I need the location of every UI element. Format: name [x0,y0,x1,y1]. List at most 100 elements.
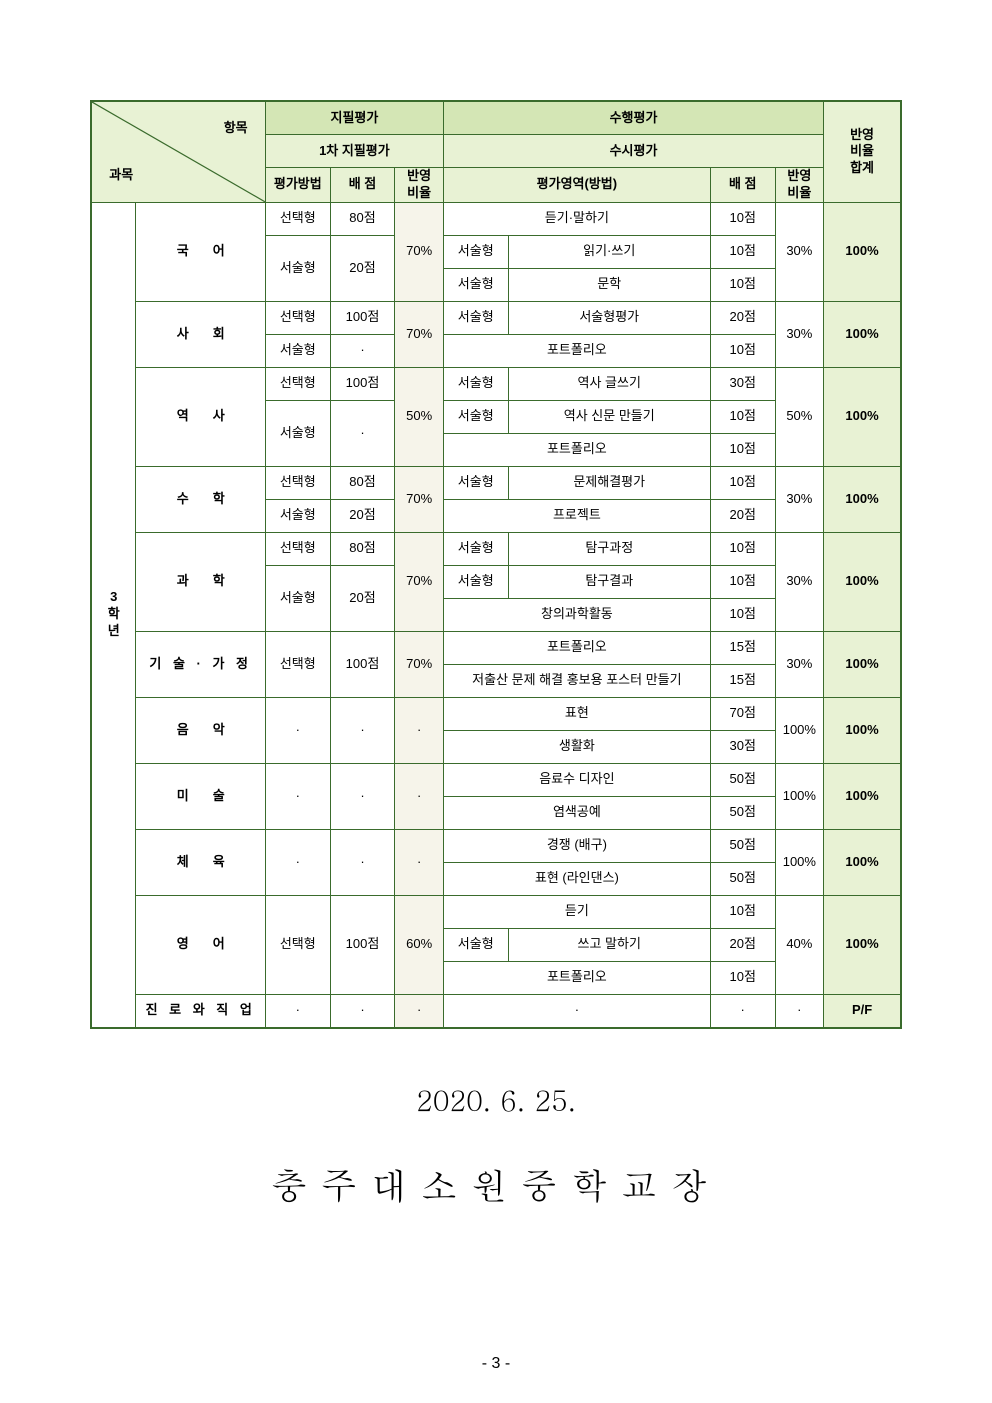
school-line: 충주대소원중학교장 [90,1159,902,1210]
perf-score: 10점 [710,433,775,466]
written-method: 선택형 [265,301,330,334]
perf-pct: 30% [775,301,824,367]
score-header: 배 점 [330,168,395,203]
diag-top-label: 항목 [224,120,248,137]
perf-pct: 40% [775,895,824,994]
written-score: 20점 [330,565,395,631]
written-method: 선택형 [265,466,330,499]
perf-pct: 30% [775,631,824,697]
perf-score: 10점 [710,235,775,268]
perf-area: 포트폴리오 [443,631,710,664]
subject-name: 영어 [136,895,265,994]
perf-area: 포트폴리오 [443,334,710,367]
perf-pct: 50% [775,367,824,466]
perf-type: 서술형 [443,400,508,433]
written-method: 선택형 [265,631,330,697]
perf-area: 탐구과정 [508,532,710,565]
written-sub-header: 1차 지필평가 [265,135,443,168]
perf-score: 50점 [710,829,775,862]
perf-area: 역사 신문 만들기 [508,400,710,433]
perf-type: 서술형 [443,367,508,400]
written-pct: 50% [395,367,444,466]
written-method: · [265,763,330,829]
score-header-2: 배 점 [710,168,775,203]
perf-type: 서술형 [443,466,508,499]
perf-area: 읽기·쓰기 [508,235,710,268]
written-pct: 70% [395,532,444,631]
written-method: · [265,697,330,763]
perf-score: 20점 [710,301,775,334]
diagonal-header-cell: 항목 과목 [92,102,266,203]
perf-pct: 30% [775,202,824,301]
perf-score: 15점 [710,631,775,664]
perf-area: 염색공예 [443,796,710,829]
perf-score: 10점 [710,400,775,433]
grade-cell: 3 학 년 [92,202,136,1027]
page-number: - 3 - [0,1355,992,1373]
perf-area: 창의과학활동 [443,598,710,631]
perf-area: 포트폴리오 [443,961,710,994]
written-score: 20점 [330,499,395,532]
perf-pct: 100% [775,829,824,895]
perf-type: 서술형 [443,565,508,598]
total-pct: 100% [824,532,901,631]
perf-area: 음료수 디자인 [443,763,710,796]
perf-area: 프로젝트 [443,499,710,532]
written-score: · [330,400,395,466]
table-row: 수학선택형80점70%서술형문제해결평가10점30%100% [92,466,901,499]
table-row: 음악···표현70점100%100% [92,697,901,730]
written-pct: 60% [395,895,444,994]
method-header: 평가방법 [265,168,330,203]
perf-score: 10점 [710,334,775,367]
perf-area: 탐구결과 [508,565,710,598]
total-pct: 100% [824,202,901,301]
perf-score: 10점 [710,466,775,499]
written-pct: 70% [395,466,444,532]
written-pct: · [395,697,444,763]
written-score: · [330,829,395,895]
perf-type: 서술형 [443,235,508,268]
total-pct: 100% [824,466,901,532]
perf-score: 70점 [710,697,775,730]
perf-score: 50점 [710,763,775,796]
perf-area: 포트폴리오 [443,433,710,466]
table-body: 3 학 년국어선택형80점70%듣기·말하기10점30%100%서술형읽기·쓰기… [92,202,901,1027]
subject-name: 국어 [136,202,265,301]
evaluation-table: 항목 과목 지필평가 수행평가 반영 비율 합계 1차 지필평가 수시평가 평가… [91,101,901,1028]
perf-pct: 30% [775,466,824,532]
table-header: 항목 과목 지필평가 수행평가 반영 비율 합계 1차 지필평가 수시평가 평가… [92,102,901,203]
written-method: 서술형 [265,400,330,466]
written-score: 100점 [330,301,395,334]
total-pct: 100% [824,631,901,697]
written-score: 80점 [330,466,395,499]
perf-area: 문제해결평가 [508,466,710,499]
total-pct: 100% [824,697,901,763]
total-pct: 100% [824,301,901,367]
perf-score: 10점 [710,202,775,235]
perf-score: 30점 [710,367,775,400]
subject-name: 미술 [136,763,265,829]
perf-area: 저출산 문제 해결 홍보용 포스터 만들기 [443,664,710,697]
perf-pct: 100% [775,763,824,829]
perf-score: 10점 [710,895,775,928]
written-score: · [330,334,395,367]
subject-name: 수학 [136,466,265,532]
table-row: 미술···음료수 디자인50점100%100% [92,763,901,796]
subject-name: 음악 [136,697,265,763]
total-header: 반영 비율 합계 [824,102,901,203]
perf-area: 표현 (라인댄스) [443,862,710,895]
perf-area: 경쟁 (배구) [443,829,710,862]
perf-type: 서술형 [443,268,508,301]
perf-type: 서술형 [443,532,508,565]
perf-group-header: 수행평가 [443,102,823,135]
pct-header-2: 반영 비율 [775,168,824,203]
perf-area: 서술형평가 [508,301,710,334]
written-score: 80점 [330,202,395,235]
written-score: 80점 [330,532,395,565]
written-pct: 70% [395,202,444,301]
total-pct: P/F [824,994,901,1027]
written-score: 100점 [330,631,395,697]
written-method: 선택형 [265,367,330,400]
table-row: 기 술 · 가 정선택형100점70%포트폴리오15점30%100% [92,631,901,664]
total-pct: 100% [824,763,901,829]
